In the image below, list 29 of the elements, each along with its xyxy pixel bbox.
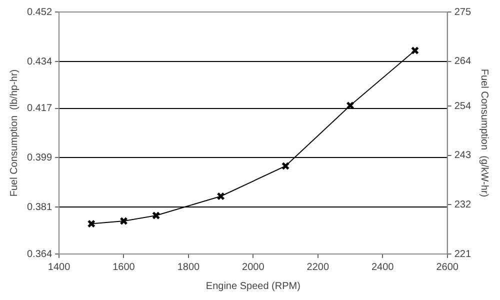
y-tick-label: 0.452 <box>26 6 52 18</box>
y2-tick-label: 275 <box>454 6 472 18</box>
y2-axis-title: Fuel Consumption (g/kW-hr) <box>478 68 490 198</box>
point <box>410 46 420 55</box>
x-tick-label: 1800 <box>177 262 200 273</box>
y-tick-label: 0.381 <box>26 202 52 213</box>
y2-tick-label: 221 <box>454 248 472 260</box>
y-tick-label: 0.364 <box>26 248 52 260</box>
point <box>216 192 225 200</box>
x-tick-label: 2400 <box>371 262 394 273</box>
point <box>152 211 160 220</box>
point <box>281 162 290 170</box>
y-tick-label: 0.434 <box>26 56 52 68</box>
x-tick-label: 1600 <box>112 262 136 273</box>
y2-tick-label: 254 <box>454 100 472 112</box>
point <box>346 101 354 110</box>
y-tick-label: 0.417 <box>26 103 52 114</box>
y-tick-label: 0.399 <box>26 152 52 164</box>
y-axis-title: Fuel Consumption (lb/hp-hr) <box>8 69 20 197</box>
point <box>120 216 128 226</box>
x-tick-label: 2200 <box>306 262 330 273</box>
x-axis-title: Engine Speed (RPM) <box>206 280 300 292</box>
y2-tick-label: 264 <box>454 56 472 68</box>
y2-tick-label: 232 <box>454 199 472 210</box>
point <box>87 220 96 228</box>
x-tick-label: 2600 <box>436 262 459 273</box>
x-tick-label: 1400 <box>48 262 71 273</box>
x-tick-label: 2000 <box>242 262 265 273</box>
y2-tick-label: 243 <box>454 150 472 162</box>
